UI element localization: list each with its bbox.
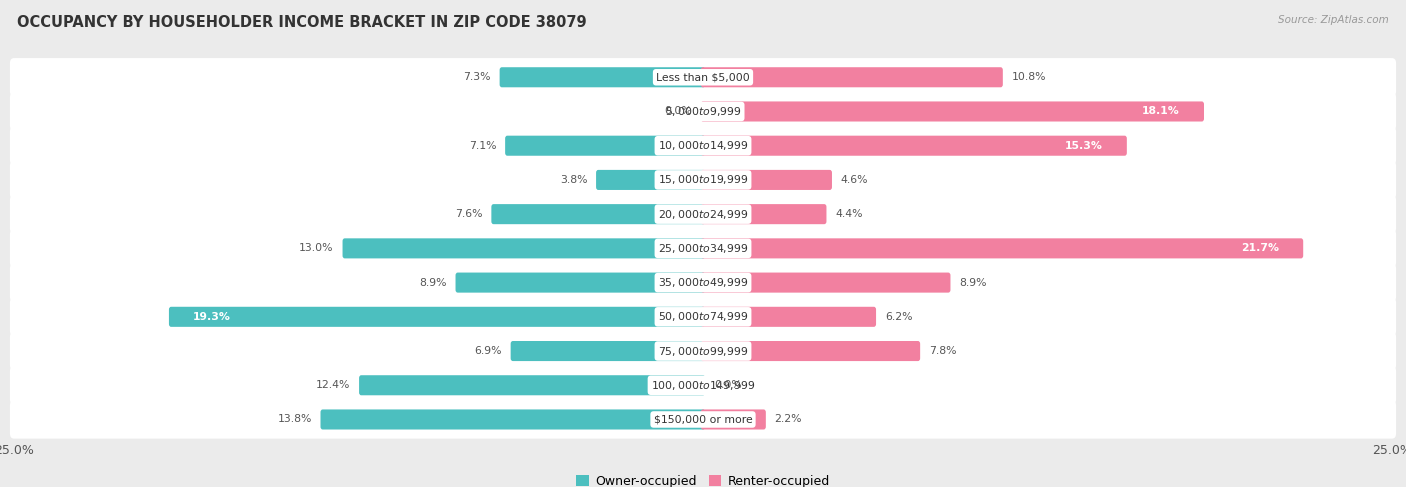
Text: 21.7%: 21.7% bbox=[1241, 244, 1279, 253]
Text: $25,000 to $34,999: $25,000 to $34,999 bbox=[658, 242, 748, 255]
FancyBboxPatch shape bbox=[700, 273, 950, 293]
Text: Source: ZipAtlas.com: Source: ZipAtlas.com bbox=[1278, 15, 1389, 25]
Text: $15,000 to $19,999: $15,000 to $19,999 bbox=[658, 173, 748, 187]
Text: 8.9%: 8.9% bbox=[419, 278, 447, 288]
Text: $100,000 to $149,999: $100,000 to $149,999 bbox=[651, 379, 755, 392]
Text: 6.9%: 6.9% bbox=[474, 346, 502, 356]
Text: 13.8%: 13.8% bbox=[277, 414, 312, 425]
FancyBboxPatch shape bbox=[10, 400, 1396, 439]
FancyBboxPatch shape bbox=[700, 238, 1303, 259]
Text: 4.4%: 4.4% bbox=[835, 209, 863, 219]
FancyBboxPatch shape bbox=[700, 101, 1204, 122]
Text: 19.3%: 19.3% bbox=[193, 312, 231, 322]
Text: $10,000 to $14,999: $10,000 to $14,999 bbox=[658, 139, 748, 152]
Text: 2.2%: 2.2% bbox=[775, 414, 803, 425]
Text: $5,000 to $9,999: $5,000 to $9,999 bbox=[665, 105, 741, 118]
Text: 0.0%: 0.0% bbox=[664, 107, 692, 116]
Text: 0.0%: 0.0% bbox=[714, 380, 742, 390]
Text: Less than $5,000: Less than $5,000 bbox=[657, 72, 749, 82]
FancyBboxPatch shape bbox=[10, 58, 1396, 96]
Text: 7.8%: 7.8% bbox=[929, 346, 956, 356]
FancyBboxPatch shape bbox=[510, 341, 706, 361]
Text: $150,000 or more: $150,000 or more bbox=[654, 414, 752, 425]
FancyBboxPatch shape bbox=[321, 410, 706, 430]
Text: 7.3%: 7.3% bbox=[464, 72, 491, 82]
FancyBboxPatch shape bbox=[700, 204, 827, 224]
Legend: Owner-occupied, Renter-occupied: Owner-occupied, Renter-occupied bbox=[571, 470, 835, 487]
Text: 6.2%: 6.2% bbox=[884, 312, 912, 322]
FancyBboxPatch shape bbox=[700, 410, 766, 430]
Text: 15.3%: 15.3% bbox=[1064, 141, 1102, 150]
Text: $50,000 to $74,999: $50,000 to $74,999 bbox=[658, 310, 748, 323]
FancyBboxPatch shape bbox=[10, 127, 1396, 165]
FancyBboxPatch shape bbox=[10, 332, 1396, 370]
FancyBboxPatch shape bbox=[499, 67, 706, 87]
FancyBboxPatch shape bbox=[10, 93, 1396, 131]
FancyBboxPatch shape bbox=[596, 170, 706, 190]
Text: 10.8%: 10.8% bbox=[1012, 72, 1046, 82]
Text: 4.6%: 4.6% bbox=[841, 175, 869, 185]
Text: OCCUPANCY BY HOUSEHOLDER INCOME BRACKET IN ZIP CODE 38079: OCCUPANCY BY HOUSEHOLDER INCOME BRACKET … bbox=[17, 15, 586, 30]
Text: $20,000 to $24,999: $20,000 to $24,999 bbox=[658, 207, 748, 221]
FancyBboxPatch shape bbox=[491, 204, 706, 224]
FancyBboxPatch shape bbox=[359, 375, 706, 395]
FancyBboxPatch shape bbox=[505, 136, 706, 156]
FancyBboxPatch shape bbox=[10, 263, 1396, 302]
Text: 3.8%: 3.8% bbox=[560, 175, 588, 185]
Text: 7.6%: 7.6% bbox=[456, 209, 482, 219]
FancyBboxPatch shape bbox=[169, 307, 706, 327]
FancyBboxPatch shape bbox=[700, 136, 1126, 156]
FancyBboxPatch shape bbox=[10, 195, 1396, 233]
FancyBboxPatch shape bbox=[700, 341, 920, 361]
FancyBboxPatch shape bbox=[10, 366, 1396, 404]
FancyBboxPatch shape bbox=[456, 273, 706, 293]
Text: 12.4%: 12.4% bbox=[316, 380, 350, 390]
FancyBboxPatch shape bbox=[700, 67, 1002, 87]
FancyBboxPatch shape bbox=[10, 229, 1396, 267]
Text: $35,000 to $49,999: $35,000 to $49,999 bbox=[658, 276, 748, 289]
Text: $75,000 to $99,999: $75,000 to $99,999 bbox=[658, 344, 748, 357]
Text: 13.0%: 13.0% bbox=[299, 244, 333, 253]
Text: 8.9%: 8.9% bbox=[959, 278, 987, 288]
FancyBboxPatch shape bbox=[700, 307, 876, 327]
Text: 7.1%: 7.1% bbox=[468, 141, 496, 150]
FancyBboxPatch shape bbox=[343, 238, 706, 259]
Text: 18.1%: 18.1% bbox=[1142, 107, 1180, 116]
FancyBboxPatch shape bbox=[10, 161, 1396, 199]
FancyBboxPatch shape bbox=[700, 170, 832, 190]
FancyBboxPatch shape bbox=[10, 298, 1396, 336]
